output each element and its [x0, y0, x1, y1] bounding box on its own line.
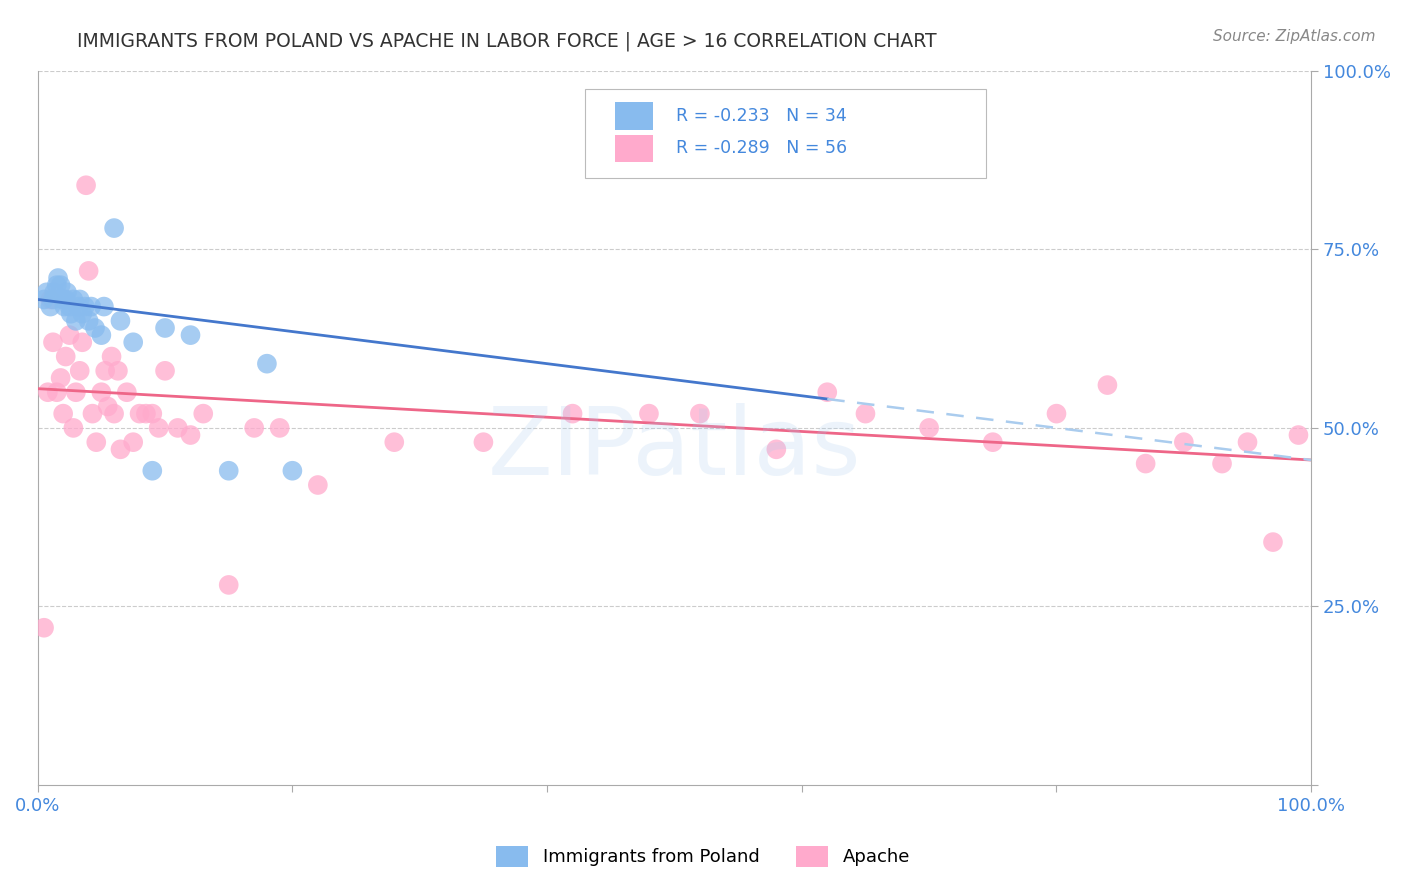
Point: [135, 407, 157, 421]
Legend: Immigrants from Poland, Apache: Immigrants from Poland, Apache: [489, 838, 917, 874]
Text: R = -0.289   N = 56: R = -0.289 N = 56: [676, 139, 846, 157]
Point: [73, 300, 96, 314]
Point: [58, 300, 80, 314]
Point: [107, 364, 129, 378]
Point: [1261, 535, 1284, 549]
Point: [122, 435, 145, 450]
Point: [855, 407, 877, 421]
Point: [281, 464, 304, 478]
Point: [128, 407, 150, 421]
Point: [90, 328, 112, 343]
Point: [72, 335, 94, 350]
Point: [32, 293, 55, 307]
Point: [45, 385, 67, 400]
Point: [42, 335, 65, 350]
Point: [100, 350, 122, 364]
Point: [55, 293, 77, 307]
Point: [166, 421, 188, 435]
Point: [52, 293, 75, 307]
Point: [49, 278, 72, 293]
Text: R = -0.233   N = 34: R = -0.233 N = 34: [676, 107, 846, 125]
Point: [97, 400, 120, 414]
Point: [55, 350, 77, 364]
Point: [77, 264, 100, 278]
Point: [815, 385, 838, 400]
FancyBboxPatch shape: [614, 103, 652, 129]
Point: [122, 335, 145, 350]
Point: [1173, 435, 1195, 450]
Text: Source: ZipAtlas.com: Source: ZipAtlas.com: [1212, 29, 1375, 44]
Point: [69, 364, 91, 378]
Point: [53, 300, 76, 314]
Point: [44, 285, 66, 300]
Point: [243, 421, 266, 435]
Point: [153, 364, 176, 378]
Point: [689, 407, 711, 421]
Point: [765, 442, 787, 457]
Point: [80, 300, 103, 314]
Point: [1135, 457, 1157, 471]
Point: [638, 407, 661, 421]
Point: [35, 285, 58, 300]
Point: [72, 307, 94, 321]
Point: [32, 621, 55, 635]
Text: ZIPatlas: ZIPatlas: [488, 403, 862, 495]
Point: [918, 421, 941, 435]
Point: [62, 421, 84, 435]
Point: [141, 464, 163, 478]
Point: [56, 285, 79, 300]
Point: [39, 293, 62, 307]
Point: [77, 314, 100, 328]
Point: [58, 328, 80, 343]
Point: [269, 421, 291, 435]
Point: [1288, 428, 1310, 442]
Point: [49, 371, 72, 385]
Point: [90, 385, 112, 400]
Point: [42, 293, 65, 307]
Point: [307, 478, 329, 492]
Point: [67, 300, 90, 314]
Point: [179, 428, 201, 442]
Point: [62, 293, 84, 307]
Point: [179, 328, 201, 343]
Point: [382, 435, 405, 450]
Point: [93, 300, 115, 314]
Point: [148, 421, 170, 435]
Point: [69, 293, 91, 307]
Point: [84, 321, 107, 335]
FancyBboxPatch shape: [614, 135, 652, 161]
Point: [153, 321, 176, 335]
Point: [1097, 378, 1119, 392]
Point: [110, 314, 132, 328]
Point: [37, 385, 59, 400]
Point: [218, 464, 240, 478]
Point: [94, 364, 117, 378]
Point: [75, 178, 97, 193]
Point: [59, 307, 82, 321]
Point: [84, 435, 107, 450]
Point: [65, 385, 87, 400]
FancyBboxPatch shape: [585, 89, 987, 178]
Point: [46, 271, 69, 285]
Point: [103, 407, 125, 421]
Point: [1236, 435, 1258, 450]
Point: [39, 300, 62, 314]
Point: [82, 407, 104, 421]
Point: [141, 407, 163, 421]
Point: [52, 407, 75, 421]
Point: [472, 435, 495, 450]
Text: IMMIGRANTS FROM POLAND VS APACHE IN LABOR FORCE | AGE > 16 CORRELATION CHART: IMMIGRANTS FROM POLAND VS APACHE IN LABO…: [77, 31, 936, 51]
Point: [1211, 457, 1233, 471]
Point: [1045, 407, 1067, 421]
Point: [561, 407, 583, 421]
Point: [103, 221, 125, 235]
Point: [256, 357, 278, 371]
Point: [110, 442, 132, 457]
Point: [218, 578, 240, 592]
Point: [981, 435, 1004, 450]
Point: [45, 278, 67, 293]
Point: [65, 314, 87, 328]
Point: [193, 407, 215, 421]
Point: [115, 385, 138, 400]
